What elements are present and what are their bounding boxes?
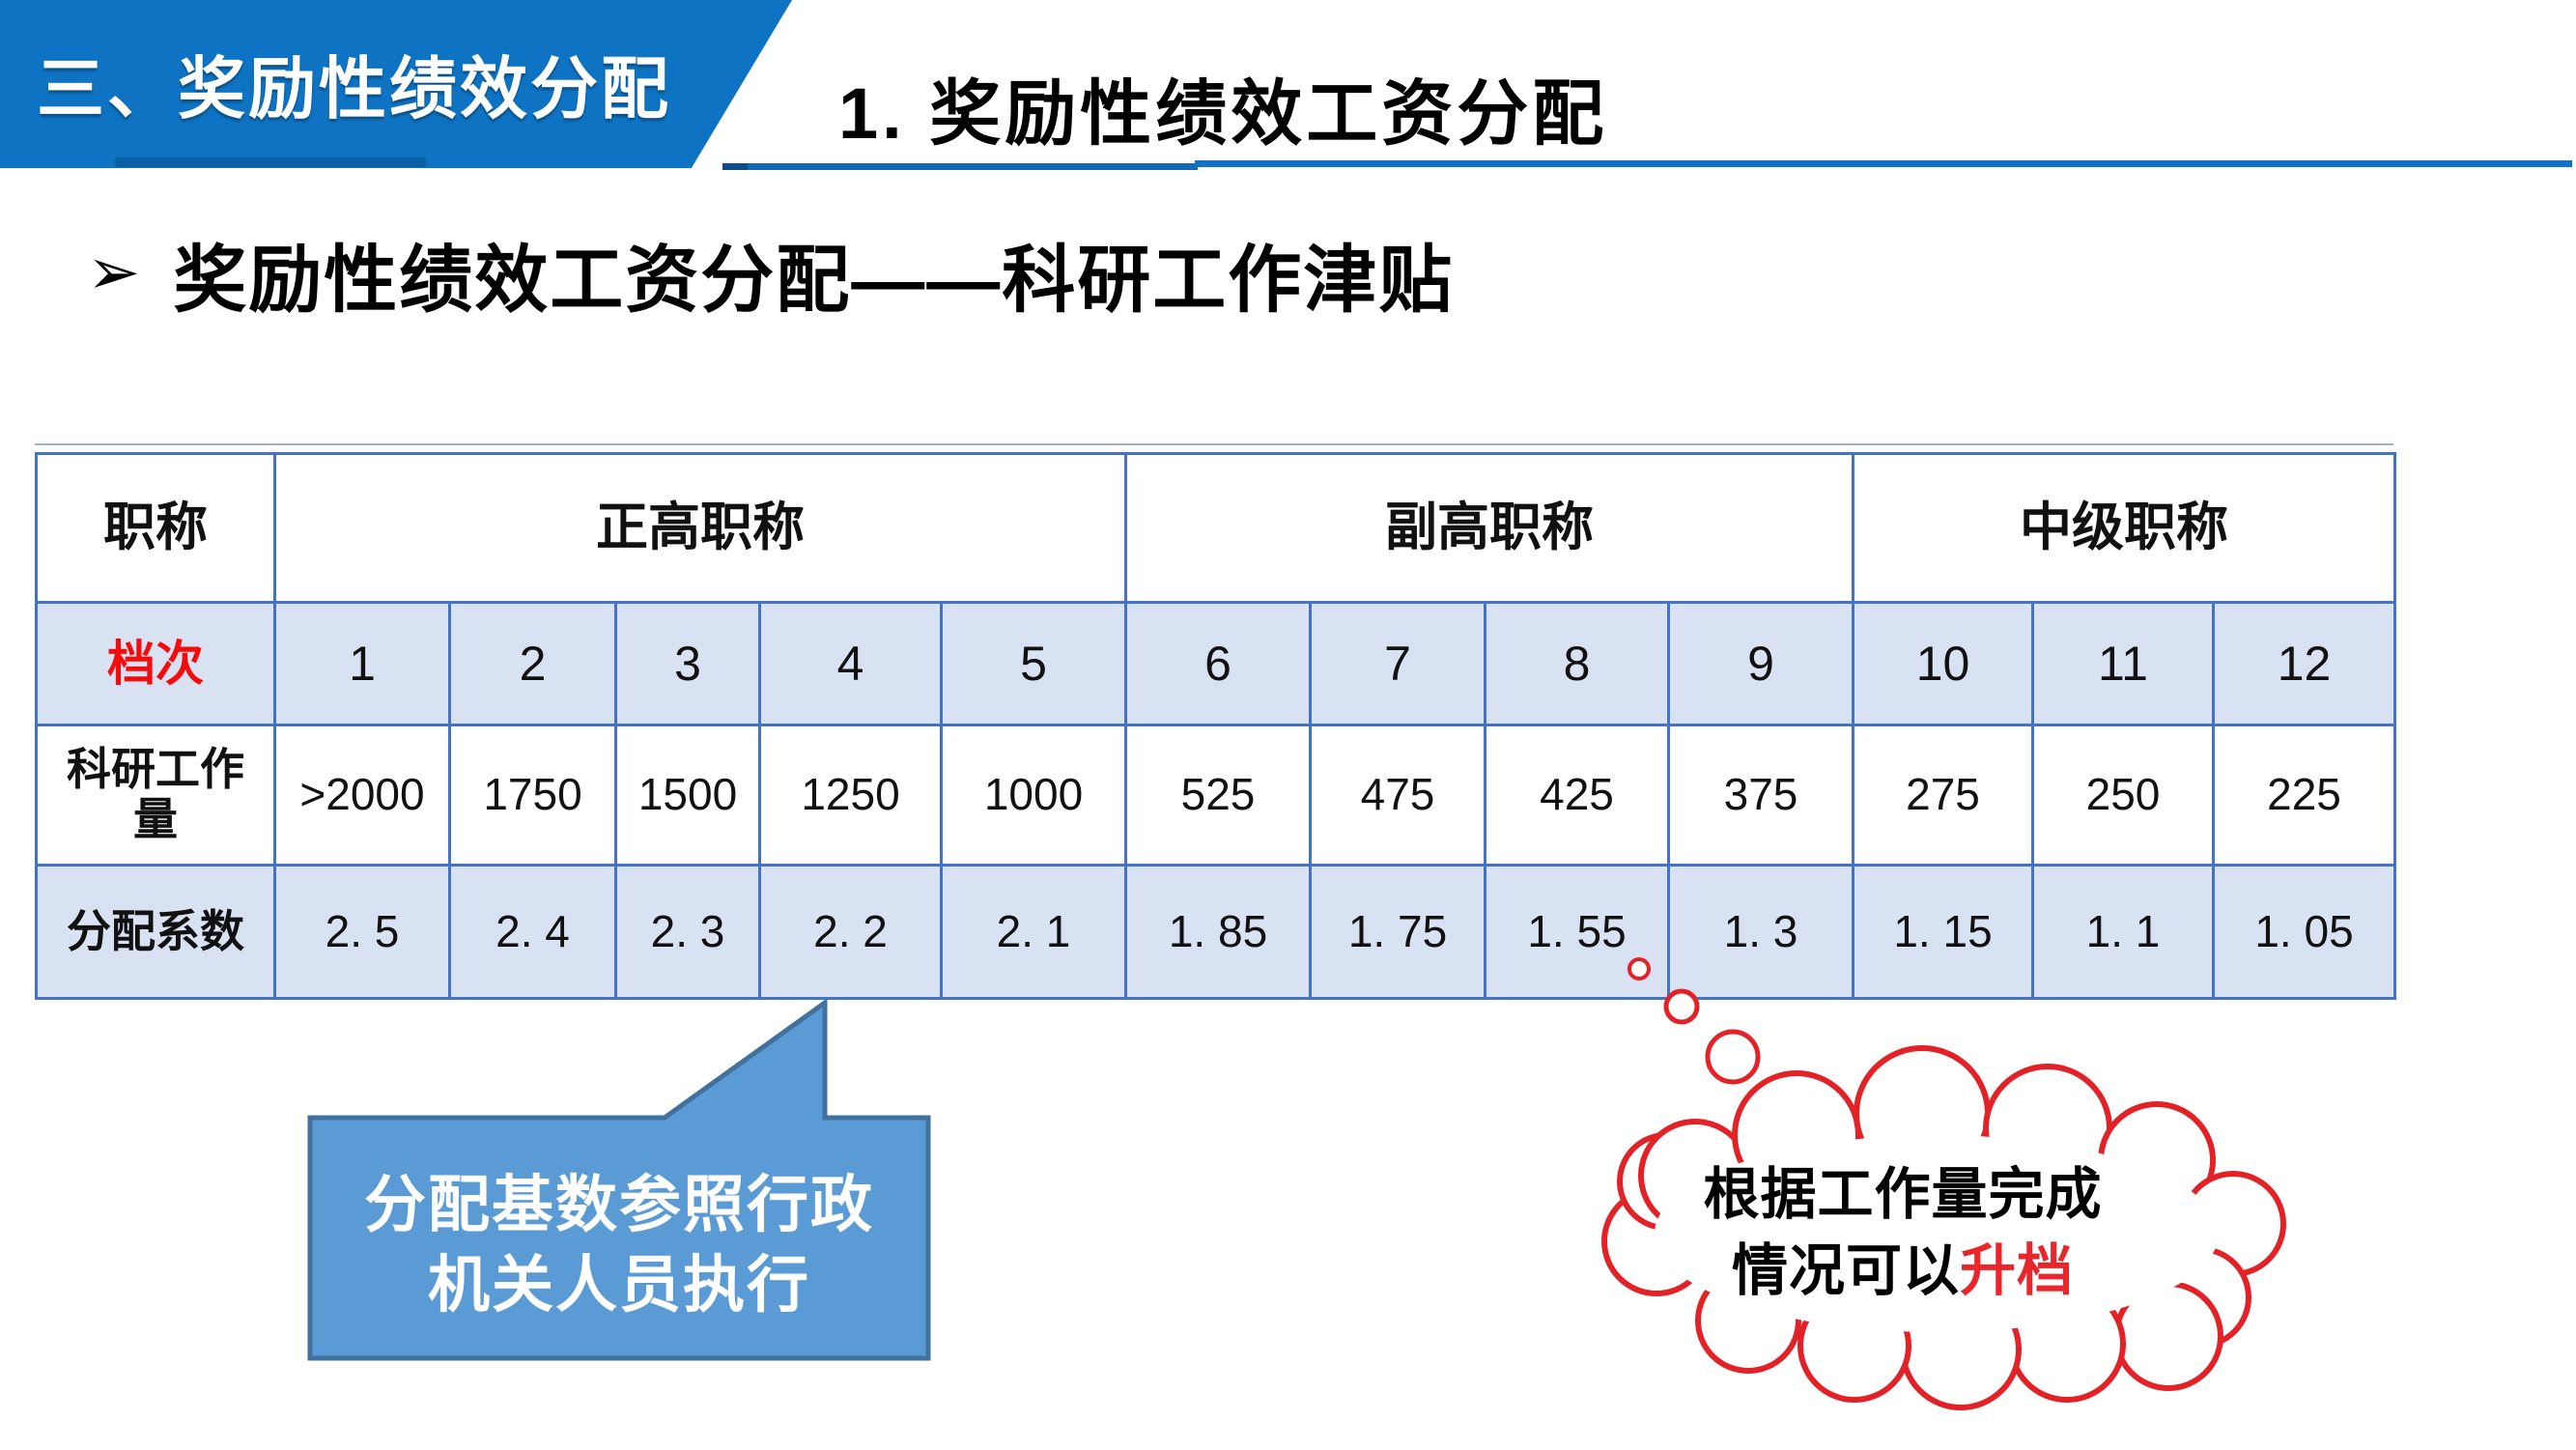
workload-cell-6: 475: [1309, 724, 1486, 867]
workload-cell-5: 525: [1124, 724, 1312, 867]
workload-cell-9: 275: [1852, 724, 2034, 867]
grade-cell-1: 2: [448, 601, 617, 726]
subtitle-rule-tip: [722, 163, 748, 170]
coef-cell-7: 1. 55: [1484, 864, 1670, 1000]
coef-row-label: 分配系数: [35, 864, 276, 1000]
grade-cell-3: 4: [758, 601, 943, 726]
grade-cell-6: 7: [1309, 601, 1486, 726]
workload-cell-2: 1500: [614, 724, 761, 867]
coef-cell-9: 1. 15: [1852, 864, 2034, 1000]
workload-cell-3: 1250: [758, 724, 943, 867]
grade-cell-0: 1: [273, 601, 451, 726]
grade-row-label: 档次: [35, 601, 276, 726]
workload-row-label: 科研工作量: [35, 724, 276, 867]
banner-underline-decoration: [115, 157, 426, 167]
title-group-cell-1: 副高职称: [1124, 452, 1854, 604]
callout-bubble: [307, 998, 931, 1361]
coef-cell-4: 2. 1: [940, 864, 1127, 1000]
workload-cell-1: 1750: [448, 724, 617, 867]
coef-cell-0: 2. 5: [273, 864, 451, 1000]
coef-cell-6: 1. 75: [1309, 864, 1486, 1000]
workload-cell-7: 425: [1484, 724, 1670, 867]
cloud-note-line1: 根据工作量完成: [1703, 1163, 2103, 1226]
corner-label-cell: 职称: [35, 452, 276, 604]
title-group-cell-2: 中级职称: [1851, 452, 2397, 604]
subtitle-rule-right: [1195, 160, 2572, 167]
cloud-note-line2-red: 升档: [1960, 1239, 2075, 1302]
cloud-note: 根据工作量完成 情况可以升档: [1584, 1156, 2222, 1309]
grade-cell-7: 8: [1484, 601, 1670, 726]
callout-note: 分配基数参照行政 机关人员执行: [310, 1165, 928, 1325]
grade-cell-8: 9: [1667, 601, 1854, 726]
grade-cell-5: 6: [1124, 601, 1312, 726]
subtitle-rule-left: [722, 163, 1198, 170]
page-title: ➢ 奖励性绩效工资分配——科研工作津贴: [87, 220, 1454, 327]
slide-subtitle: 1. 奖励性绩效工资分配: [838, 73, 1608, 154]
grade-cell-4: 5: [940, 601, 1127, 726]
cloud-note-line2-black: 情况可以: [1731, 1239, 1960, 1302]
title-group-cell-0: 正高职称: [273, 452, 1127, 604]
coef-cell-8: 1. 3: [1667, 864, 1854, 1000]
callout-note-line2: 机关人员执行: [428, 1250, 810, 1320]
coef-cell-2: 2. 3: [614, 864, 761, 1000]
page-title-text: 奖励性绩效工资分配——科研工作津贴: [173, 240, 1455, 322]
table-top-accent-line: [35, 443, 2393, 445]
grade-cell-9: 10: [1852, 601, 2034, 726]
grade-cell-11: 12: [2211, 601, 2397, 726]
grade-cell-10: 11: [2031, 601, 2215, 726]
workload-cell-8: 375: [1667, 724, 1854, 867]
allowance-table: 职称 正高职称 副高职称 中级职称 档次 1 2 3 4 5 6 7 8 9 10 11 12 科研工作量 >200…: [35, 452, 2397, 1000]
coef-cell-3: 2. 2: [758, 864, 943, 1000]
section-banner-title: 三、奖励性绩效分配: [37, 51, 671, 127]
cloud-note-line2: 情况可以升档: [1584, 1233, 2222, 1309]
workload-cell-0: >2000: [273, 724, 451, 867]
section-banner: [0, 0, 792, 168]
coef-cell-1: 2. 4: [448, 864, 617, 1000]
workload-cell-10: 250: [2031, 724, 2215, 867]
cloud-bubble: [1601, 1045, 2286, 1410]
thought-trail-circles: [1628, 957, 1761, 1085]
workload-cell-11: 225: [2211, 724, 2397, 867]
callout-note-line1: 分配基数参照行政: [364, 1170, 874, 1239]
coef-cell-5: 1. 85: [1124, 864, 1312, 1000]
grade-cell-2: 3: [614, 601, 761, 726]
coef-cell-11: 1. 05: [2211, 864, 2397, 1000]
workload-cell-4: 1000: [940, 724, 1127, 867]
coef-cell-10: 1. 1: [2031, 864, 2215, 1000]
arrow-bullet-icon: ➢: [87, 235, 141, 309]
